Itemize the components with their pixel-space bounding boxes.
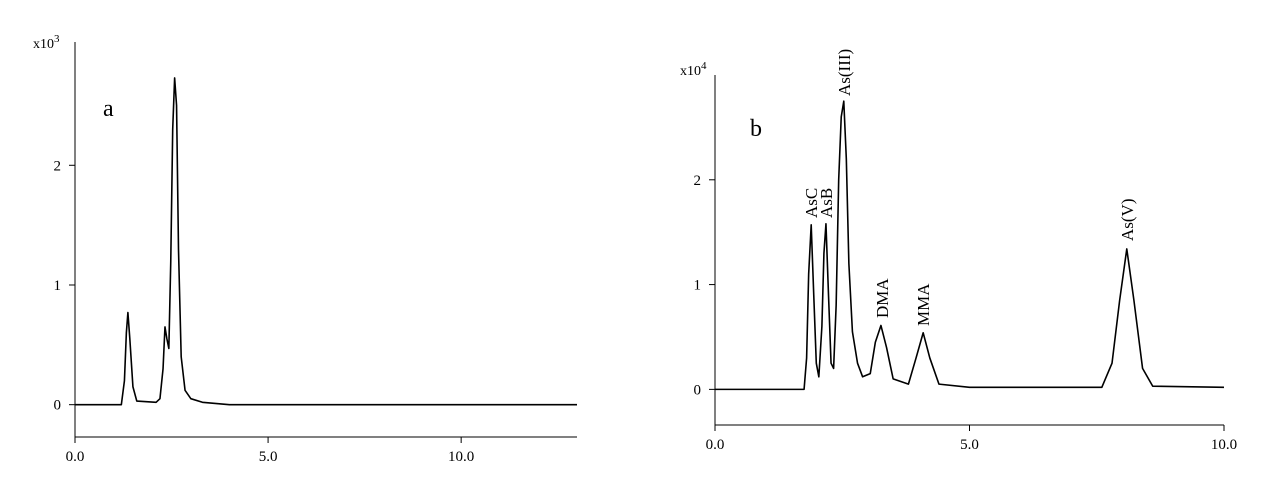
- panel-label: a: [103, 96, 114, 122]
- peak-label: MMA: [914, 283, 933, 326]
- multiplier-base: x10: [680, 64, 701, 79]
- y-multiplier: x104: [680, 60, 707, 79]
- peak-label: As(V): [1118, 199, 1137, 242]
- x-tick-label: 5.0: [960, 437, 979, 453]
- peak-label: DMA: [873, 278, 892, 318]
- x-tick-label: 5.0: [259, 449, 278, 465]
- x-tick-label: 0.0: [706, 437, 725, 453]
- panel-label: b: [750, 116, 762, 142]
- multiplier-exponent: 4: [701, 60, 707, 72]
- chromatogram-line: [75, 77, 577, 406]
- peak-label: As(III): [835, 49, 854, 96]
- multiplier-base: x10: [33, 37, 54, 52]
- x-tick-label: 10.0: [448, 449, 474, 465]
- y-tick-label: 2: [54, 158, 62, 174]
- peak-label: AsB: [817, 188, 836, 218]
- y-tick-label: 1: [54, 278, 62, 294]
- y-tick-label: 0: [694, 382, 702, 398]
- y-tick-label: 1: [694, 278, 702, 294]
- y-tick-label: 0: [54, 398, 62, 414]
- peak-label: AsC: [802, 188, 821, 218]
- y-multiplier: x103: [33, 33, 60, 52]
- multiplier-exponent: 3: [54, 33, 60, 45]
- x-tick-label: 10.0: [1211, 437, 1237, 453]
- y-tick-label: 2: [694, 173, 702, 189]
- chromatogram-line: [715, 100, 1225, 391]
- x-tick-label: 0.0: [66, 449, 85, 465]
